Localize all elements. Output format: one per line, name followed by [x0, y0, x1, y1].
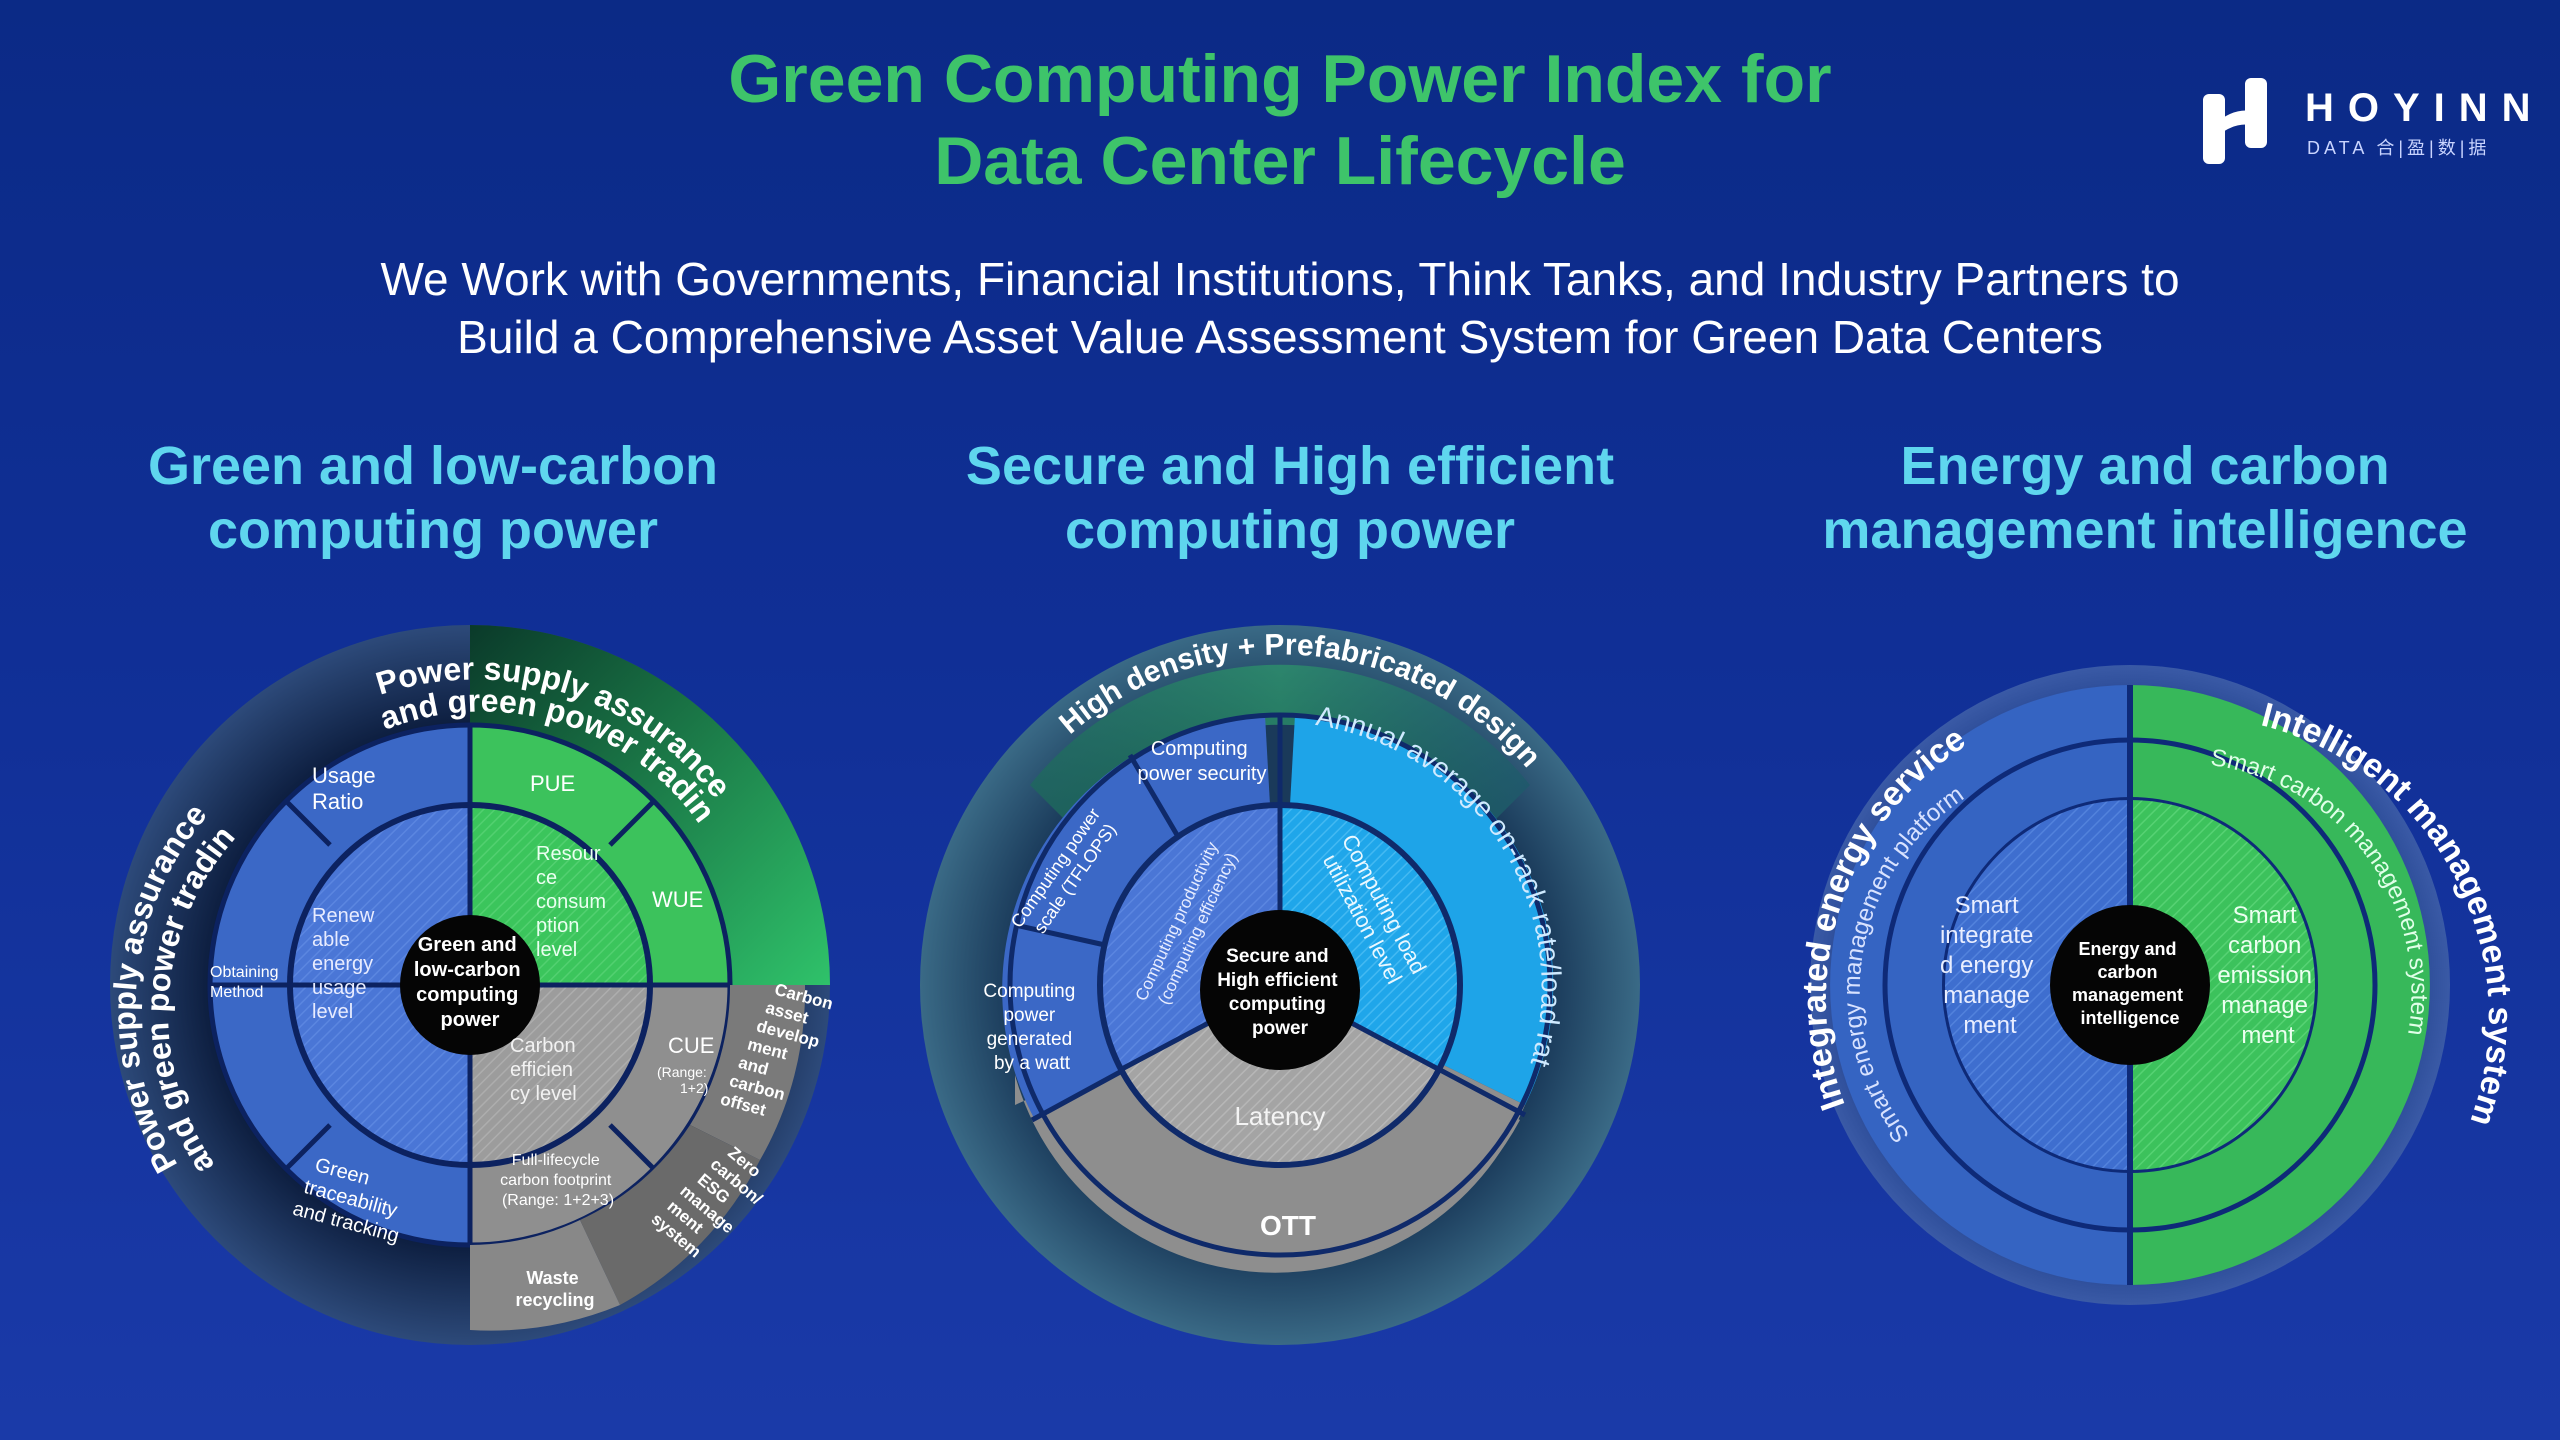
center-label: Green and low-carbon computing power	[414, 934, 526, 1031]
subtitle-line-2: Build a Comprehensive Asset Value Assess…	[457, 311, 2103, 363]
latency-label: Latency	[1234, 1101, 1325, 1131]
computing-security-label: Computing power security	[1138, 738, 1267, 785]
logo-brand: HOYINN	[2305, 86, 2545, 130]
renewable-label: Renew able energy usage level	[312, 905, 380, 1023]
smart-carbon-label: Smart carbon emission manage ment	[2217, 902, 2318, 1049]
pue-label: PUE	[530, 771, 575, 796]
column-heading-line-2: management intelligence	[1822, 500, 2468, 560]
title-line-1: Green Computing Power Index for	[728, 41, 1832, 117]
latency-sector	[1120, 985, 1440, 1168]
center-circle	[400, 915, 540, 1055]
zero-carbon-segment	[580, 1125, 760, 1305]
column-heading-line-1: Secure and High efficient	[965, 436, 1615, 496]
obtaining-method-label: Obtaining Method	[210, 964, 283, 1001]
cue-label: CUE	[668, 1033, 714, 1058]
title-line-2: Data Center Lifecycle	[934, 123, 1626, 199]
ott-label: OTT	[1260, 1210, 1316, 1241]
hoyinn-logo: HOYINN DATA 合|盈|数|据	[2195, 72, 2531, 172]
column-heading-green: Green and low-carbon computing power	[83, 434, 783, 562]
outer-top-arc	[1030, 664, 1530, 825]
center-circle	[2050, 905, 2210, 1065]
logo-subtext: DATA 合|盈|数|据	[2307, 138, 2491, 158]
smart-energy-sector	[1945, 800, 2130, 1170]
page-title: Green Computing Power Index for Data Cen…	[0, 38, 2560, 202]
full-lifecycle-label: Full-lifecycle carbon footprint (Range: …	[500, 1152, 616, 1209]
column-heading-line-2: computing power	[1065, 500, 1515, 560]
waste-recycling-label: Waste recycling	[515, 1268, 594, 1310]
usage-ratio-label: Usage Ratio	[312, 763, 382, 814]
secure-efficient-wheel: Secure and High efficient computing powe…	[912, 600, 1640, 1350]
carbon-efficiency-label: Carbon efficien cy level	[510, 1035, 581, 1105]
column-heading-energy: Energy and carbon management intelligenc…	[1795, 434, 2495, 562]
subtitle-line-1: We Work with Governments, Financial Inst…	[380, 253, 2180, 305]
waste-recycling-segment	[470, 1220, 620, 1331]
center-circle	[1200, 910, 1360, 1070]
green-lowcarbon-wheel: Green and low-carbon computing power Pow…	[100, 615, 840, 1360]
column-heading-line-2: computing power	[208, 500, 658, 560]
wue-label: WUE	[652, 887, 703, 912]
center-label: Energy and carbon management intelligenc…	[2072, 939, 2188, 1028]
outer-green-arc	[470, 625, 830, 985]
carbon-asset-segment	[690, 985, 806, 1160]
column-heading-line-1: Energy and carbon	[1900, 436, 2390, 496]
computing-watt-label: Computing power generated by a watt	[983, 981, 1080, 1074]
column-heading-secure: Secure and High efficient computing powe…	[940, 434, 1640, 562]
resource-label: Resour ce consum ption level	[536, 843, 612, 961]
page-subtitle: We Work with Governments, Financial Inst…	[0, 250, 2560, 366]
smart-carbon-sector	[2130, 800, 2315, 1170]
logo-mark-icon	[2203, 78, 2267, 164]
center-label: Secure and High efficient computing powe…	[1217, 946, 1343, 1039]
smart-energy-label: Smart integrate d energy manage ment	[1940, 892, 2040, 1039]
column-heading-line-1: Green and low-carbon	[147, 436, 719, 496]
energy-carbon-wheel: Energy and carbon management intelligenc…	[1790, 665, 2519, 1310]
cue-range-label: (Range: 1+2)	[657, 1064, 711, 1096]
